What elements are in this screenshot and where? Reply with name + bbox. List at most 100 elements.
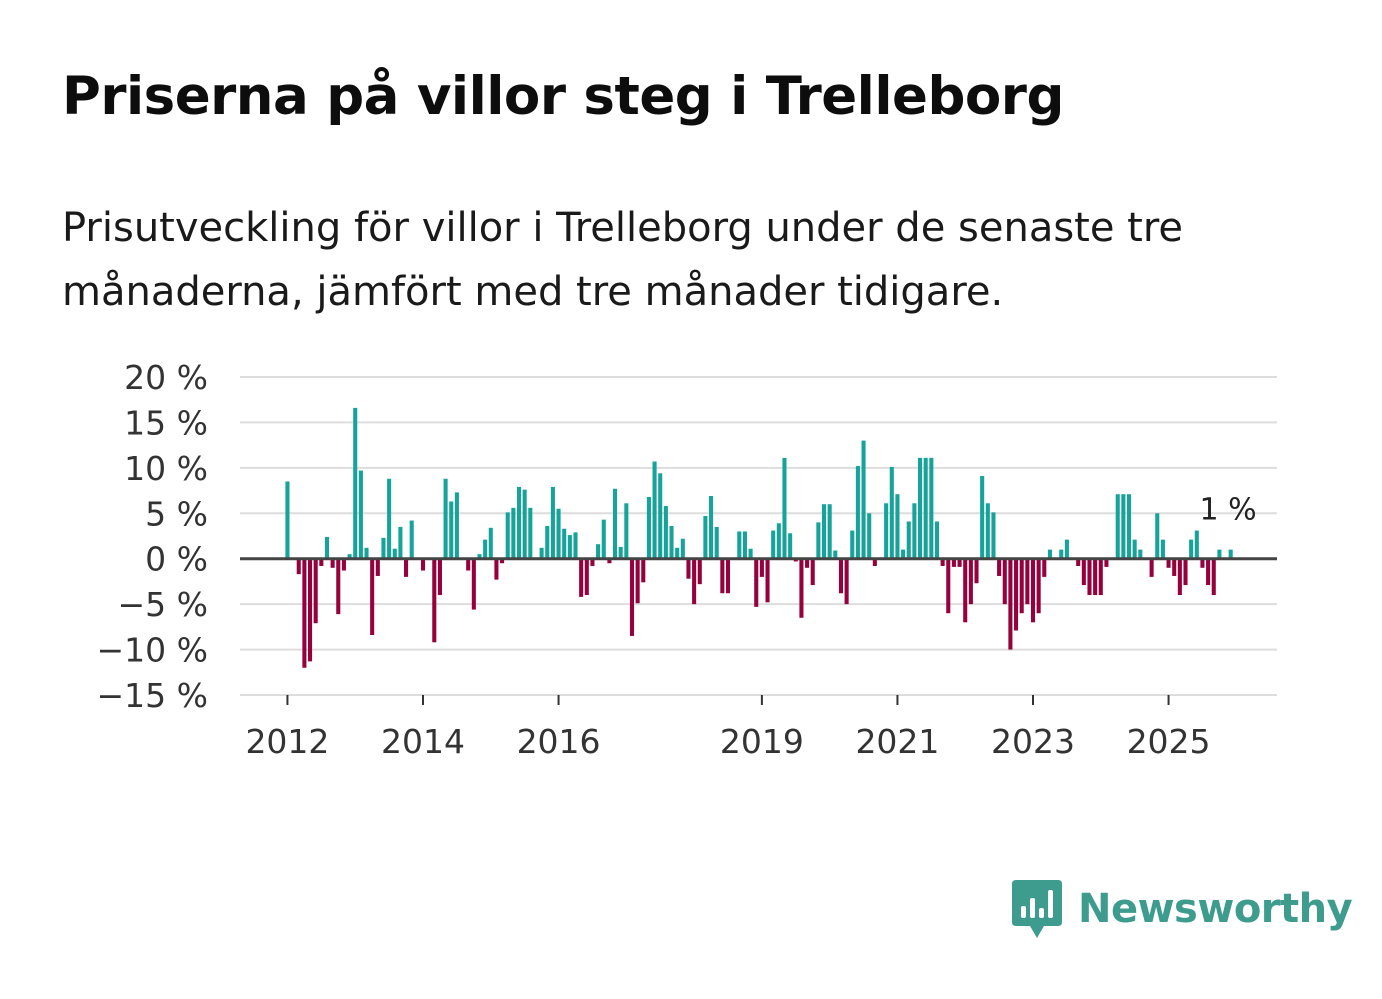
bar [539,547,544,559]
bar [895,494,900,559]
annotations: 1 % [1200,493,1257,528]
bar [1098,558,1103,596]
bar [573,532,578,559]
y-tick-label: 15 % [124,403,208,442]
bar [387,478,392,559]
bar [810,558,815,586]
chart-title: Priserna på villor steg i Trelleborg [62,66,1064,127]
bar [629,558,635,636]
bar [855,466,860,559]
bar [404,558,409,577]
bar [720,558,725,594]
bar [1025,558,1030,605]
y-tick-label: 10 % [124,449,208,488]
x-tick-label: 2019 [720,722,804,761]
bar [1126,494,1132,559]
bar [1206,558,1211,586]
y-tick-label: 0 % [145,540,208,579]
bar [641,558,646,583]
y-tick-label: −10 % [97,631,209,670]
bar [1030,558,1036,623]
bar [675,547,680,559]
bar [522,489,527,559]
y-axis-tick-labels: 20 % 15 % 10 % 5 % 0 % −5 % −10 % −15 % [97,358,209,715]
bar [607,558,612,564]
bar [918,457,923,559]
y-tick-label: −15 % [97,676,209,715]
bar [1059,549,1064,559]
x-axis: 2012 2014 2016 2019 2021 2023 2025 [245,695,1211,761]
bar [1115,494,1120,559]
bar [1132,539,1137,559]
bar [703,516,708,559]
bar [940,558,945,566]
bar [754,558,759,607]
bar [686,558,691,579]
bar [929,457,934,559]
bar [1138,549,1143,559]
bar [398,526,403,559]
bar [505,512,510,559]
chart-subtitle: Prisutveckling för villor i Trelleborg u… [62,205,1184,315]
y-tick-label: 5 % [145,494,208,533]
bar [816,522,821,559]
bar [697,558,702,585]
x-tick-label: 2016 [517,722,601,761]
bar [381,537,386,559]
bar [680,538,685,559]
bar [799,558,804,618]
bar-chart: 20 %15 %10 %5 %0 %−5 %−10 %−15 % 2012 201… [97,358,1277,761]
bar [1076,558,1081,566]
bar [579,558,584,597]
bar [1093,558,1098,596]
bar [889,466,894,559]
bar [737,531,742,559]
bar [296,558,301,575]
bar [511,507,516,559]
bar [771,530,776,559]
bar [336,558,341,615]
bar [635,558,640,604]
last-value-label: 1 % [1200,493,1257,528]
bar [844,558,849,605]
bar [364,547,369,559]
bar [613,488,618,559]
bar [466,558,471,571]
bar [1047,549,1052,559]
bar [562,528,567,559]
bar [782,457,787,559]
bar [946,558,951,614]
bar [567,535,572,559]
bar [488,527,493,559]
bar [725,558,731,594]
y-tick-label: −5 % [118,585,209,624]
bar [1155,513,1160,559]
bar [974,558,979,584]
bar [1189,539,1194,559]
bar [821,504,827,559]
bar [601,519,606,559]
bar [850,530,855,559]
newsworthy-logo: Newsworthy [1010,878,1353,940]
bar [449,501,454,559]
bar [1172,558,1177,576]
bar [1036,558,1041,614]
bar [483,539,488,559]
bar [968,558,973,605]
bar [319,558,324,566]
bar [827,504,832,559]
bar [618,546,623,559]
bar [471,558,476,610]
bar [1104,558,1109,567]
bar [658,473,663,559]
bar [347,554,352,559]
x-tick-label: 2025 [1127,722,1211,761]
bar [516,486,522,559]
bar [1217,549,1222,559]
bar [420,558,426,571]
bar [912,503,917,559]
bar [776,523,781,559]
bar [833,550,838,559]
bar [765,558,770,603]
bar [1042,558,1047,577]
